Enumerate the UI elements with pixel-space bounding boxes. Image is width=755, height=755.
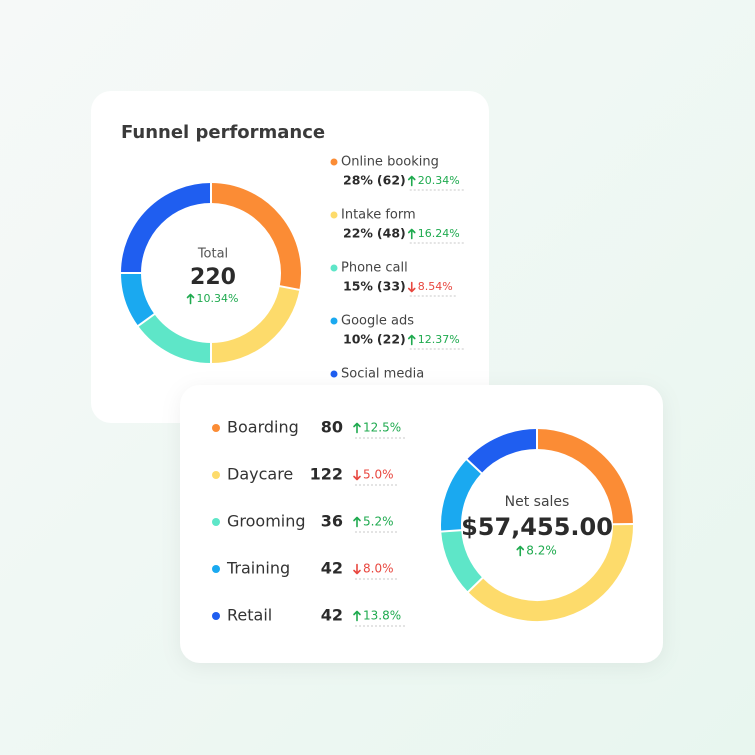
center-total: 220 — [190, 265, 236, 290]
value-label: 122 — [310, 465, 343, 484]
legend-dot — [212, 424, 220, 432]
change-label: 5.0% — [363, 468, 394, 482]
legend-label: Google ads — [341, 314, 414, 329]
count-label: (22) — [377, 332, 406, 347]
trend-arrow — [407, 175, 416, 187]
change-label: 13.8% — [363, 609, 401, 623]
trend-arrow — [353, 563, 361, 575]
donut-segment — [466, 429, 538, 474]
legend-dot — [330, 211, 338, 219]
value-label: 36 — [321, 512, 343, 531]
legend-label: Phone call — [341, 261, 408, 276]
donut-segment — [468, 524, 633, 621]
change-label: 20.34% — [418, 174, 460, 187]
legend-label: Social media — [341, 367, 424, 382]
card-title: Funnel performance — [121, 122, 325, 143]
legend-label: Online booking — [341, 155, 439, 170]
change-label: 16.24% — [418, 227, 460, 240]
donut-segment — [210, 183, 301, 290]
count-label: (62) — [377, 173, 406, 188]
legend-label: Retail — [227, 606, 272, 625]
count-label: (33) — [377, 279, 406, 294]
trend-arrow — [353, 516, 361, 528]
value-label: 42 — [321, 559, 343, 578]
center-label: Total — [197, 247, 228, 262]
value-label: 22% — [343, 226, 373, 241]
count-label: (48) — [377, 226, 406, 241]
donut-segment — [441, 459, 482, 532]
legend-dot — [212, 471, 220, 479]
center-label: Net sales — [505, 494, 570, 510]
change-label: 8.2% — [526, 544, 557, 558]
legend-dot — [212, 612, 220, 620]
change-label: 12.37% — [418, 333, 460, 346]
legend-label: Boarding — [227, 418, 299, 437]
center-total: $57,455.00 — [461, 513, 613, 541]
legend-dot — [212, 518, 220, 526]
trend-arrow — [353, 610, 361, 622]
legend-dot — [330, 264, 338, 272]
card: Funnel performance Total 220 10.34% Online b… — [91, 91, 489, 423]
legend-label: Grooming — [227, 512, 306, 531]
value-label: 42 — [321, 606, 343, 625]
card: Boarding 80 12.5% Daycare 122 5.0% Grooming 36 5… — [180, 385, 663, 663]
legend-dot — [330, 158, 338, 166]
donut-segment — [138, 313, 212, 363]
donut-segment — [210, 285, 300, 363]
donut-segment — [121, 272, 155, 326]
donut-segment — [441, 529, 483, 592]
legend-dot — [330, 317, 338, 325]
trend-arrow — [353, 469, 361, 481]
legend-label: Training — [226, 559, 290, 578]
segment-gap — [440, 529, 463, 533]
trend-arrow — [516, 545, 525, 557]
change-label: 8.0% — [363, 562, 394, 576]
legend-label: Daycare — [227, 465, 293, 484]
segment-gap — [466, 576, 484, 594]
segment-gap — [136, 312, 156, 328]
legend-label: Intake form — [341, 208, 416, 223]
card-bg — [180, 385, 663, 663]
change-label: 10.34% — [197, 292, 239, 305]
change-label: 5.2% — [363, 515, 394, 529]
value-label: 10% — [343, 332, 373, 347]
value-label: 28% — [343, 173, 373, 188]
change-label: 8.54% — [418, 280, 453, 293]
legend-dot — [330, 370, 338, 378]
change-label: 12.5% — [363, 421, 401, 435]
value-label: 15% — [343, 279, 373, 294]
trend-arrow — [407, 334, 416, 346]
donut-segment — [121, 183, 212, 274]
segment-gap — [465, 458, 483, 475]
value-label: 80 — [321, 418, 343, 437]
segment-gap — [278, 284, 301, 292]
trend-arrow — [407, 281, 416, 293]
donut-segment — [536, 429, 633, 525]
trend-arrow — [407, 228, 416, 240]
trend-arrow — [353, 422, 361, 434]
legend-dot — [212, 565, 220, 573]
trend-arrow — [186, 293, 195, 305]
